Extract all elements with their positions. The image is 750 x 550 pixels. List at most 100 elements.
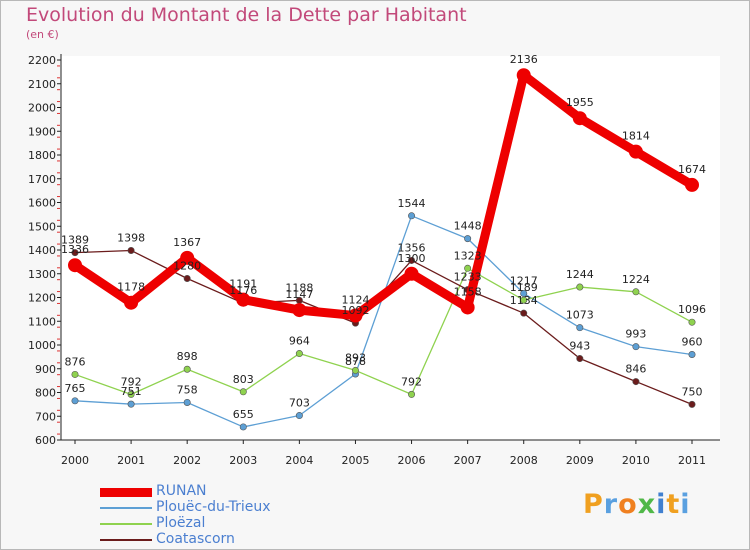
legend-swatch — [100, 507, 152, 509]
data-label: 1367 — [173, 236, 201, 249]
data-point — [127, 400, 135, 408]
proxiti-logo: Proxiti — [583, 489, 691, 520]
data-point — [71, 249, 79, 257]
data-label: 943 — [569, 340, 590, 353]
data-point — [404, 266, 419, 281]
data-point — [408, 256, 416, 264]
data-point — [576, 324, 584, 332]
data-label: 1389 — [61, 234, 89, 247]
data-label: 703 — [289, 397, 310, 410]
data-label: 1224 — [622, 273, 650, 286]
data-point — [68, 258, 82, 273]
x-tick-label: 2004 — [285, 454, 313, 467]
data-label: 846 — [625, 363, 646, 376]
data-label: 898 — [177, 350, 198, 363]
data-point — [292, 303, 307, 318]
data-label: 2136 — [510, 53, 538, 66]
data-label: 1448 — [454, 220, 482, 233]
data-point — [295, 350, 303, 358]
y-tick-label: 700 — [35, 410, 56, 423]
x-tick-label: 2001 — [117, 454, 145, 467]
data-label: 751 — [121, 385, 142, 398]
x-tick-label: 2000 — [61, 454, 89, 467]
series-line — [72, 70, 695, 321]
data-label: 1158 — [454, 285, 482, 298]
x-tick-label: 2010 — [622, 454, 650, 467]
series-line — [74, 267, 693, 396]
data-label: 1244 — [566, 268, 594, 281]
legend-swatch — [100, 487, 152, 497]
logo-letter: P — [583, 489, 604, 520]
data-point — [351, 366, 359, 374]
data-label: 1544 — [398, 197, 426, 210]
data-point — [464, 264, 472, 272]
x-tick-label: 2009 — [566, 454, 594, 467]
data-point — [688, 400, 696, 408]
y-tick-label: 1000 — [28, 339, 56, 352]
series-runan — [68, 68, 699, 323]
data-label: 792 — [121, 375, 142, 388]
data-point — [460, 300, 475, 315]
data-point — [572, 111, 587, 126]
legend-label: Coatascorn — [156, 531, 235, 547]
logo-letter: t — [666, 489, 681, 520]
series-plo-zal — [71, 264, 696, 398]
data-label: 758 — [177, 383, 198, 396]
data-label: 792 — [401, 375, 422, 388]
y-tick-label: 1200 — [28, 292, 56, 305]
data-label: 878 — [345, 355, 366, 368]
data-label: 1280 — [173, 260, 201, 273]
chart-title: Evolution du Montant de la Dette par Hab… — [26, 4, 467, 26]
logo-letter: x — [637, 489, 657, 520]
data-label: 893 — [345, 351, 366, 364]
x-tick-label: 2002 — [173, 454, 201, 467]
y-tick-label: 1300 — [28, 268, 56, 281]
y-tick-label: 600 — [35, 434, 56, 447]
y-tick-label: 2100 — [28, 78, 56, 91]
data-point — [127, 390, 135, 398]
data-point — [688, 318, 696, 326]
y-tick-label: 1800 — [28, 149, 56, 162]
y-tick-label: 800 — [35, 387, 56, 400]
y-tick-label: 900 — [35, 363, 56, 376]
data-label: 1191 — [229, 278, 257, 291]
y-tick-label: 1100 — [28, 315, 56, 328]
data-label: 1398 — [117, 231, 145, 244]
data-label: 1233 — [454, 271, 482, 284]
data-label: 1096 — [678, 303, 706, 316]
data-label: 876 — [65, 355, 86, 368]
legend-swatch — [100, 539, 152, 541]
data-point — [239, 423, 247, 431]
chart-subtitle: (en €) — [26, 28, 59, 41]
data-label: 1217 — [510, 274, 538, 287]
data-point — [180, 250, 195, 265]
y-tick-label: 2200 — [28, 54, 56, 67]
data-label: 964 — [289, 335, 310, 348]
data-label: 1134 — [510, 294, 538, 307]
data-point — [520, 296, 528, 304]
data-point — [71, 370, 79, 378]
y-tick-label: 1400 — [28, 244, 56, 257]
data-label: 1323 — [454, 249, 482, 262]
data-point — [632, 378, 640, 386]
data-label: 960 — [682, 336, 703, 349]
data-point — [632, 343, 640, 351]
data-label: 1147 — [285, 288, 313, 301]
logo-letter: r — [603, 489, 619, 520]
data-point — [688, 350, 696, 358]
data-point — [408, 390, 416, 398]
data-label: 1814 — [622, 130, 650, 143]
data-label: 1178 — [117, 281, 145, 294]
data-point — [628, 144, 643, 159]
data-point — [685, 177, 699, 192]
data-label: 1124 — [341, 294, 369, 307]
y-tick-label: 1600 — [28, 197, 56, 210]
y-tick-label: 1700 — [28, 173, 56, 186]
data-label: 1188 — [285, 281, 313, 294]
data-label: 1073 — [566, 309, 594, 322]
data-label: 1189 — [510, 281, 538, 294]
y-tick-label: 2000 — [28, 102, 56, 115]
data-point — [632, 288, 640, 296]
data-point — [516, 68, 531, 83]
